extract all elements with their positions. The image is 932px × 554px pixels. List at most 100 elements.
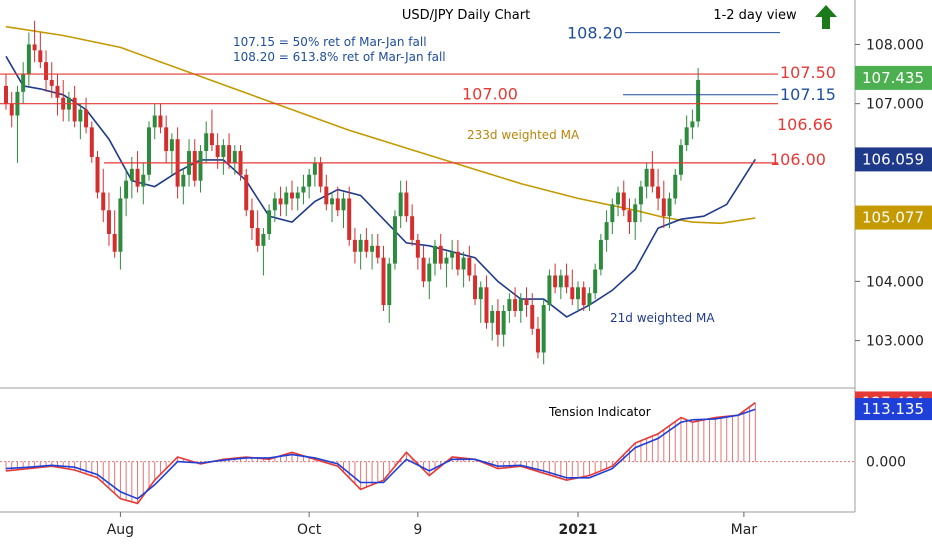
candle-body [495,310,500,335]
candle [381,245,386,311]
candle [307,168,312,199]
candle-body [524,299,529,306]
candle [278,186,283,217]
candle [604,210,609,252]
candle-body [576,287,580,300]
candle-body [404,192,409,217]
candle [261,228,266,276]
x-tick-label: 2021 [559,522,598,538]
candle [198,145,203,193]
candle [72,85,77,128]
candle-body [169,139,174,152]
candle-body [667,198,672,217]
candle-body [587,293,592,306]
candle [638,180,643,223]
candle-body [518,299,523,311]
candle [587,287,592,311]
candle-body [450,251,455,258]
candle-body [330,198,335,205]
candle-body [375,245,380,258]
candle-body [604,222,609,240]
candle-body [244,174,249,211]
candle-body [598,239,603,270]
candle [129,156,134,199]
candle [26,32,31,86]
price-badge: 106.059 [855,147,932,172]
candle [301,174,306,205]
candle-body [490,310,495,323]
candle-body [398,192,403,217]
level-label: 108.20 [567,24,623,43]
candle [244,168,249,217]
x-tick-label: Aug [107,522,134,538]
candle-body [638,186,643,205]
tension-badge-label: 113.135 [862,400,924,418]
candle [461,251,466,288]
candle [164,115,169,163]
x-tick-label: 9 [413,522,422,538]
y-tick-label: 104.000 [866,274,924,290]
candle-body [72,97,77,122]
price-badge-label: 107.435 [862,69,924,87]
candle [364,228,369,258]
candle [495,299,500,347]
candle-body [124,180,129,199]
candle-body [673,174,678,199]
candle-body [192,151,197,181]
candle [335,186,340,217]
candle-body [307,174,312,187]
candle [398,180,403,229]
candle-body [352,239,357,252]
y-tick-label: 103.000 [866,334,924,350]
candle-body [644,168,649,187]
candle [181,168,186,205]
candle-body [558,275,563,288]
candle-body [484,287,489,323]
candle-body [467,257,472,276]
candle [501,305,506,347]
candle-body [55,85,60,98]
candle-body [530,305,535,329]
candle-body [95,156,100,193]
candle-body [118,198,123,252]
level-label: 107.00 [462,85,518,104]
candle-body [84,109,89,128]
candle-body [249,210,254,229]
candle-body [38,50,43,63]
candle [684,115,689,152]
candle-body [318,162,323,187]
candle [524,287,529,317]
level-label: 107.50 [780,63,836,82]
candle [564,263,569,294]
candle-body [513,299,518,311]
candle [324,174,329,211]
candle [490,305,495,341]
x-tick-label: Mar [731,522,758,538]
candle-body [633,204,638,223]
candle-body [593,269,598,294]
candle-body [438,245,443,264]
candle-body [501,310,506,335]
price-badge-bg [855,147,932,172]
candle-body [461,257,466,270]
candle [290,180,294,211]
candle-body [341,198,346,211]
note-line-1: 107.15 = 50% ret of Mar-Jan fall [233,35,427,49]
candle [55,74,60,116]
candle-body [204,133,209,152]
y-tick-label: 108.000 [866,37,924,53]
candle [387,257,392,323]
candle [232,145,237,175]
candle [616,186,621,217]
candle [352,228,357,264]
candle [158,103,163,134]
candle [44,50,49,92]
candle [644,162,649,199]
candle [450,239,455,270]
candle-body [272,198,277,211]
candle [255,210,260,252]
candle [49,62,54,98]
candle-body [541,305,546,353]
candle-body [284,192,289,205]
candle-body [44,62,49,80]
